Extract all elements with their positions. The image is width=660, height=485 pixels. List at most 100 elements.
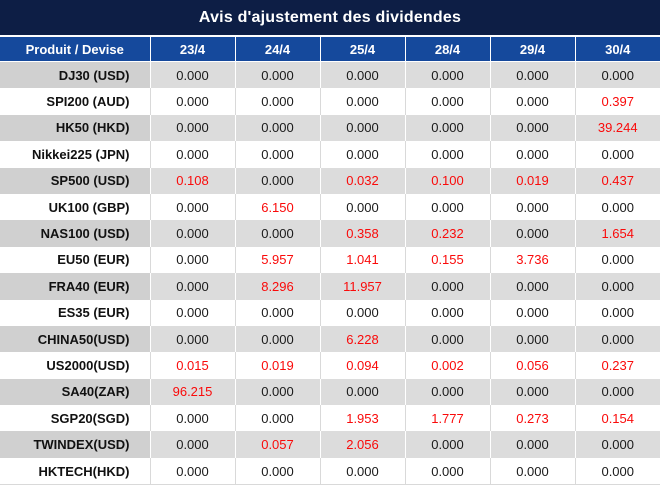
value-cell: 0.000	[574, 273, 660, 300]
value-cell: 0.000	[489, 88, 575, 115]
product-label: FRA40 (EUR)	[0, 273, 150, 300]
value-cell: 0.237	[574, 352, 660, 379]
product-label: US2000(USD)	[46, 357, 130, 373]
value-cell: 0.000	[404, 193, 490, 221]
value-cell: 0.019	[234, 352, 320, 379]
value-cell: 0.000	[149, 405, 235, 432]
value-cell: 0.000	[319, 114, 405, 142]
value-cell: 0.000	[574, 246, 660, 274]
product-label: NAS100 (USD)	[0, 220, 150, 247]
product-label: Nikkei225 (JPN)	[31, 146, 130, 162]
value-cell: 96.215	[149, 378, 235, 406]
value-cell: 0.000	[149, 61, 235, 89]
value-cell: 0.000	[489, 220, 575, 247]
value-cell: 0.000	[234, 220, 320, 247]
product-label: EU50 (EUR)	[57, 252, 130, 268]
value-cell: 0.000	[319, 299, 405, 326]
value-cell: 1.041	[319, 246, 405, 274]
value-cell: 0.000	[149, 246, 235, 274]
value-cell: 6.228	[319, 325, 405, 353]
value-cell: 0.000	[489, 61, 575, 89]
panel-title: Avis d'ajustement des dividendes	[198, 8, 462, 26]
value-cell: 0.000	[234, 405, 320, 432]
value-cell: 0.000	[489, 325, 575, 353]
value-cell: 0.000	[489, 193, 575, 221]
value-cell: 0.019	[489, 167, 575, 194]
header-row: Produit / Devise 23/4 24/4 25/4 28/4 29/…	[0, 37, 660, 62]
value-cell: 0.000	[404, 273, 490, 300]
value-cell: 0.100	[404, 167, 490, 194]
table-row: ES35 (EUR) 0.000 0.000 0.000 0.000 0.000 0.000	[0, 299, 660, 326]
value-cell: 0.000	[149, 431, 235, 458]
table-row: DJ30 (USD) 0.000 0.000 0.000 0.000 0.000 0.000	[0, 61, 660, 89]
value-cell: 0.000	[404, 114, 490, 142]
value-cell: 0.000	[404, 431, 490, 458]
value-cell: 11.957	[319, 273, 405, 300]
value-cell: 5.957	[234, 246, 320, 274]
value-cell: 0.000	[404, 141, 490, 168]
table-row: HK50 (HKD) 0.000 0.000 0.000 0.000 0.000 39.24…	[0, 114, 660, 142]
table-row: TWINDEX(USD) 0.000 0.057 2.056 0.000 0.000 0.0…	[0, 431, 660, 458]
value-cell: 0.154	[574, 405, 660, 432]
value-cell: 0.000	[234, 114, 320, 142]
value-cell: 0.000	[404, 299, 490, 326]
value-cell: 3.736	[489, 246, 575, 274]
column-header-date-4: 28/4	[404, 37, 490, 62]
table-row: SP500 (USD) 0.108 0.000 0.032 0.100 0.019 0.43…	[0, 167, 660, 194]
value-cell: 0.000	[489, 114, 575, 142]
product-label: DJ30 (USD)	[0, 61, 150, 89]
column-header-product-devise: Produit / Devise	[0, 37, 150, 62]
value-cell: 0.000	[574, 141, 660, 168]
table-row: Nikkei225 (JPN) 0.000 0.000 0.000 0.000 0.000…	[0, 141, 660, 168]
table-row: SA40(ZAR) 96.215 0.000 0.000 0.000 0.000 0.000	[0, 378, 660, 406]
value-cell: 0.000	[234, 167, 320, 194]
value-cell: 0.108	[149, 167, 235, 194]
value-cell: 0.056	[489, 352, 575, 379]
value-cell: 0.273	[489, 405, 575, 432]
value-cell: 0.000	[489, 457, 575, 485]
product-label: SPI200 (AUD)	[46, 94, 130, 110]
value-cell: 0.000	[574, 457, 660, 485]
value-cell: 0.000	[489, 378, 575, 406]
value-cell: 0.015	[149, 352, 235, 379]
table-row: SGP20(SGD) 0.000 0.000 1.953 1.777 0.273 0.154	[0, 405, 660, 432]
value-cell: 0.000	[149, 193, 235, 221]
value-cell: 0.000	[574, 299, 660, 326]
column-header-date-1: 23/4	[149, 37, 235, 62]
value-cell: 0.000	[149, 457, 235, 485]
value-cell: 1.654	[574, 220, 660, 247]
table-body: DJ30 (USD) 0.000 0.000 0.000 0.000 0.000 0.000…	[0, 61, 660, 485]
value-cell: 0.000	[319, 193, 405, 221]
product-label: SP500 (USD)	[0, 167, 150, 194]
column-header-date-6: 30/4	[574, 37, 660, 62]
value-cell: 0.000	[319, 61, 405, 89]
value-cell: 0.000	[234, 457, 320, 485]
value-cell: 0.057	[234, 431, 320, 458]
value-cell: 0.000	[149, 88, 235, 115]
product-label: TWINDEX(USD)	[0, 431, 150, 458]
value-cell: 0.000	[574, 431, 660, 458]
value-cell: 0.000	[234, 299, 320, 326]
value-cell: 0.000	[149, 273, 235, 300]
value-cell: 0.437	[574, 167, 660, 194]
value-cell: 0.358	[319, 220, 405, 247]
product-label: ES35 (EUR)	[57, 305, 130, 321]
value-cell: 0.000	[404, 378, 490, 406]
table-row: US2000(USD) 0.015 0.019 0.094 0.002 0.056 0.23…	[0, 352, 660, 379]
value-cell: 0.000	[149, 299, 235, 326]
value-cell: 0.000	[149, 114, 235, 142]
value-cell: 0.000	[234, 88, 320, 115]
value-cell: 2.056	[319, 431, 405, 458]
table-row: NAS100 (USD) 0.000 0.000 0.358 0.232 0.000 1.6…	[0, 220, 660, 247]
product-label: SA40(ZAR)	[0, 378, 150, 406]
value-cell: 6.150	[234, 193, 320, 221]
table-row: FRA40 (EUR) 0.000 8.296 11.957 0.000 0.000 0.0…	[0, 273, 660, 300]
panel-title-bar: Avis d'ajustement des dividendes	[0, 0, 660, 37]
value-cell: 0.002	[404, 352, 490, 379]
value-cell: 0.397	[574, 88, 660, 115]
table-row: SPI200 (AUD) 0.000 0.000 0.000 0.000 0.000 0.3…	[0, 88, 660, 115]
value-cell: 0.000	[489, 299, 575, 326]
value-cell: 0.000	[574, 378, 660, 406]
value-cell: 0.000	[404, 457, 490, 485]
value-cell: 0.000	[149, 141, 235, 168]
